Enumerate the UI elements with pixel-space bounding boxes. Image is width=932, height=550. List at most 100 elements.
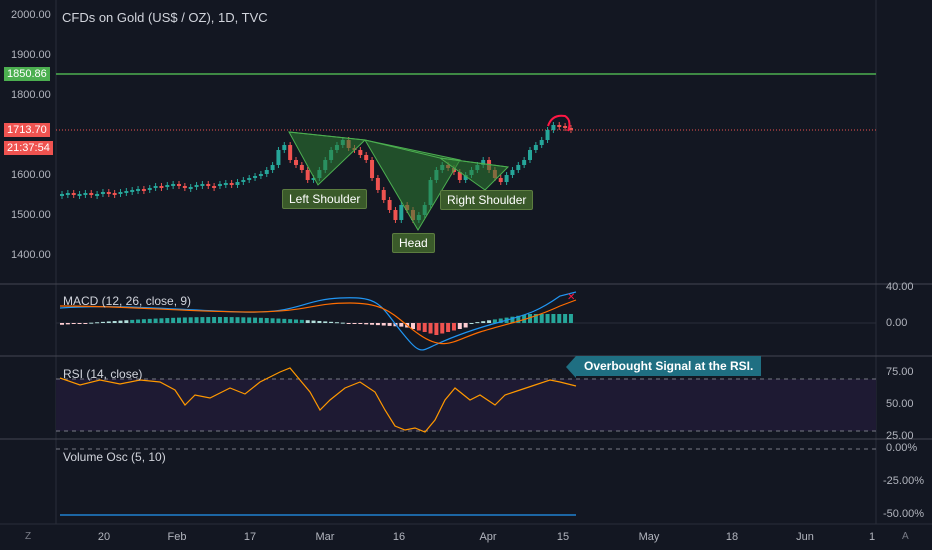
candle-body xyxy=(294,160,298,165)
candle-body xyxy=(83,193,88,195)
volosc-tick-0: 0.00% xyxy=(886,442,918,454)
macd-bar xyxy=(422,323,427,332)
candle-body xyxy=(264,170,269,174)
candle-body xyxy=(311,178,316,180)
volume-osc-title[interactable]: Volume Osc (5, 10) xyxy=(63,450,166,464)
macd-histogram[interactable] xyxy=(60,314,573,335)
price-tick-1900: 1900.00 xyxy=(11,49,51,61)
macd-bar xyxy=(492,319,497,323)
candle-body xyxy=(539,140,544,145)
candle-body xyxy=(522,160,527,165)
price-tick-1600: 1600.00 xyxy=(11,169,51,181)
macd-bar xyxy=(375,323,380,326)
neckline-path xyxy=(288,131,509,168)
candle-body xyxy=(112,193,117,195)
macd-bar xyxy=(71,323,76,324)
green-level-badge[interactable]: 1850.86 xyxy=(4,67,50,81)
macd-signal-line[interactable] xyxy=(59,299,577,345)
candle-body xyxy=(200,184,205,186)
time-label-16: 16 xyxy=(392,531,406,543)
auto-scale-icon[interactable]: A xyxy=(902,531,909,542)
candle-body xyxy=(498,178,503,182)
macd-bar xyxy=(387,323,392,326)
candle-body xyxy=(288,145,293,160)
candle-body xyxy=(177,184,181,186)
macd-bar xyxy=(463,323,468,328)
candle-body xyxy=(370,160,375,178)
volosc-tick-25: -25.00% xyxy=(883,475,924,487)
candle-body xyxy=(533,145,538,150)
head-label[interactable]: Head xyxy=(392,233,435,253)
macd-bar xyxy=(253,317,258,323)
macd-bar xyxy=(451,323,456,331)
macd-bar xyxy=(323,321,328,323)
time-label-mar: Mar xyxy=(315,531,335,543)
candle-body xyxy=(504,175,509,182)
candle-body xyxy=(100,192,105,194)
macd-tick-0: 0.00 xyxy=(886,317,908,329)
macd-bar xyxy=(182,317,187,323)
candle-body xyxy=(118,192,123,194)
macd-bar xyxy=(235,317,240,323)
macd-bar xyxy=(568,314,573,323)
candle-body xyxy=(528,150,532,160)
macd-bar xyxy=(528,314,532,323)
pattern-left-shoulder-area[interactable] xyxy=(288,131,367,186)
macd-bar xyxy=(545,314,550,323)
pattern-head-area[interactable] xyxy=(363,139,461,231)
candle-body xyxy=(89,193,94,195)
macd-bar xyxy=(299,319,304,323)
candle-body xyxy=(393,210,398,220)
macd-bar xyxy=(416,323,421,331)
candle-body xyxy=(65,193,70,195)
candle-body xyxy=(194,185,199,187)
left-shoulder-label[interactable]: Left Shoulder xyxy=(282,189,368,209)
macd-bar xyxy=(551,314,556,323)
candle-body xyxy=(270,165,275,170)
candle-body xyxy=(399,205,404,220)
macd-bar xyxy=(510,316,515,323)
candle-body xyxy=(71,193,76,195)
macd-title[interactable]: MACD (12, 26, close, 9) xyxy=(63,294,192,308)
macd-bar xyxy=(563,314,568,323)
candle-body xyxy=(557,125,562,127)
candle-body xyxy=(568,128,573,130)
candle-body xyxy=(165,185,170,187)
macd-bar xyxy=(282,318,287,323)
macd-bar xyxy=(147,318,152,323)
macd-bar xyxy=(533,314,538,323)
macd-bar xyxy=(539,314,544,323)
macd-bar xyxy=(557,314,562,323)
rsi-callout[interactable]: Overbought Signal at the RSI. xyxy=(576,356,762,376)
macd-bar xyxy=(346,323,351,324)
macd-bar xyxy=(177,317,181,323)
time-label-15: 15 xyxy=(556,531,570,543)
candle-body xyxy=(375,178,380,190)
candle-body xyxy=(212,186,217,188)
macd-bar xyxy=(159,318,164,323)
current-price-badge[interactable]: 1713.70 xyxy=(4,123,50,137)
bar-countdown-badge: 21:37:54 xyxy=(4,141,53,155)
rsi-line[interactable] xyxy=(59,367,577,433)
rsi-title[interactable]: RSI (14, close) xyxy=(63,367,143,381)
rsi-callout-pointer xyxy=(566,356,576,378)
macd-bar xyxy=(475,322,480,324)
macd-bar xyxy=(358,323,363,324)
candle-body xyxy=(159,186,164,188)
price-tick-1500: 1500.00 xyxy=(11,209,51,221)
candle-body xyxy=(282,145,287,150)
candle-body xyxy=(457,172,462,180)
candle-body xyxy=(258,174,263,176)
macd-bar xyxy=(212,317,217,323)
macd-bar xyxy=(65,323,70,325)
candle-body xyxy=(141,189,146,191)
zoom-icon[interactable]: Z xyxy=(25,531,32,542)
right-shoulder-label[interactable]: Right Shoulder xyxy=(440,190,534,210)
macd-bar xyxy=(194,317,199,323)
macd-bar xyxy=(112,321,117,323)
price-tick-1400: 1400.00 xyxy=(11,249,51,261)
candle-body xyxy=(188,187,193,189)
macd-bar xyxy=(434,323,439,335)
macd-bar xyxy=(60,323,64,325)
